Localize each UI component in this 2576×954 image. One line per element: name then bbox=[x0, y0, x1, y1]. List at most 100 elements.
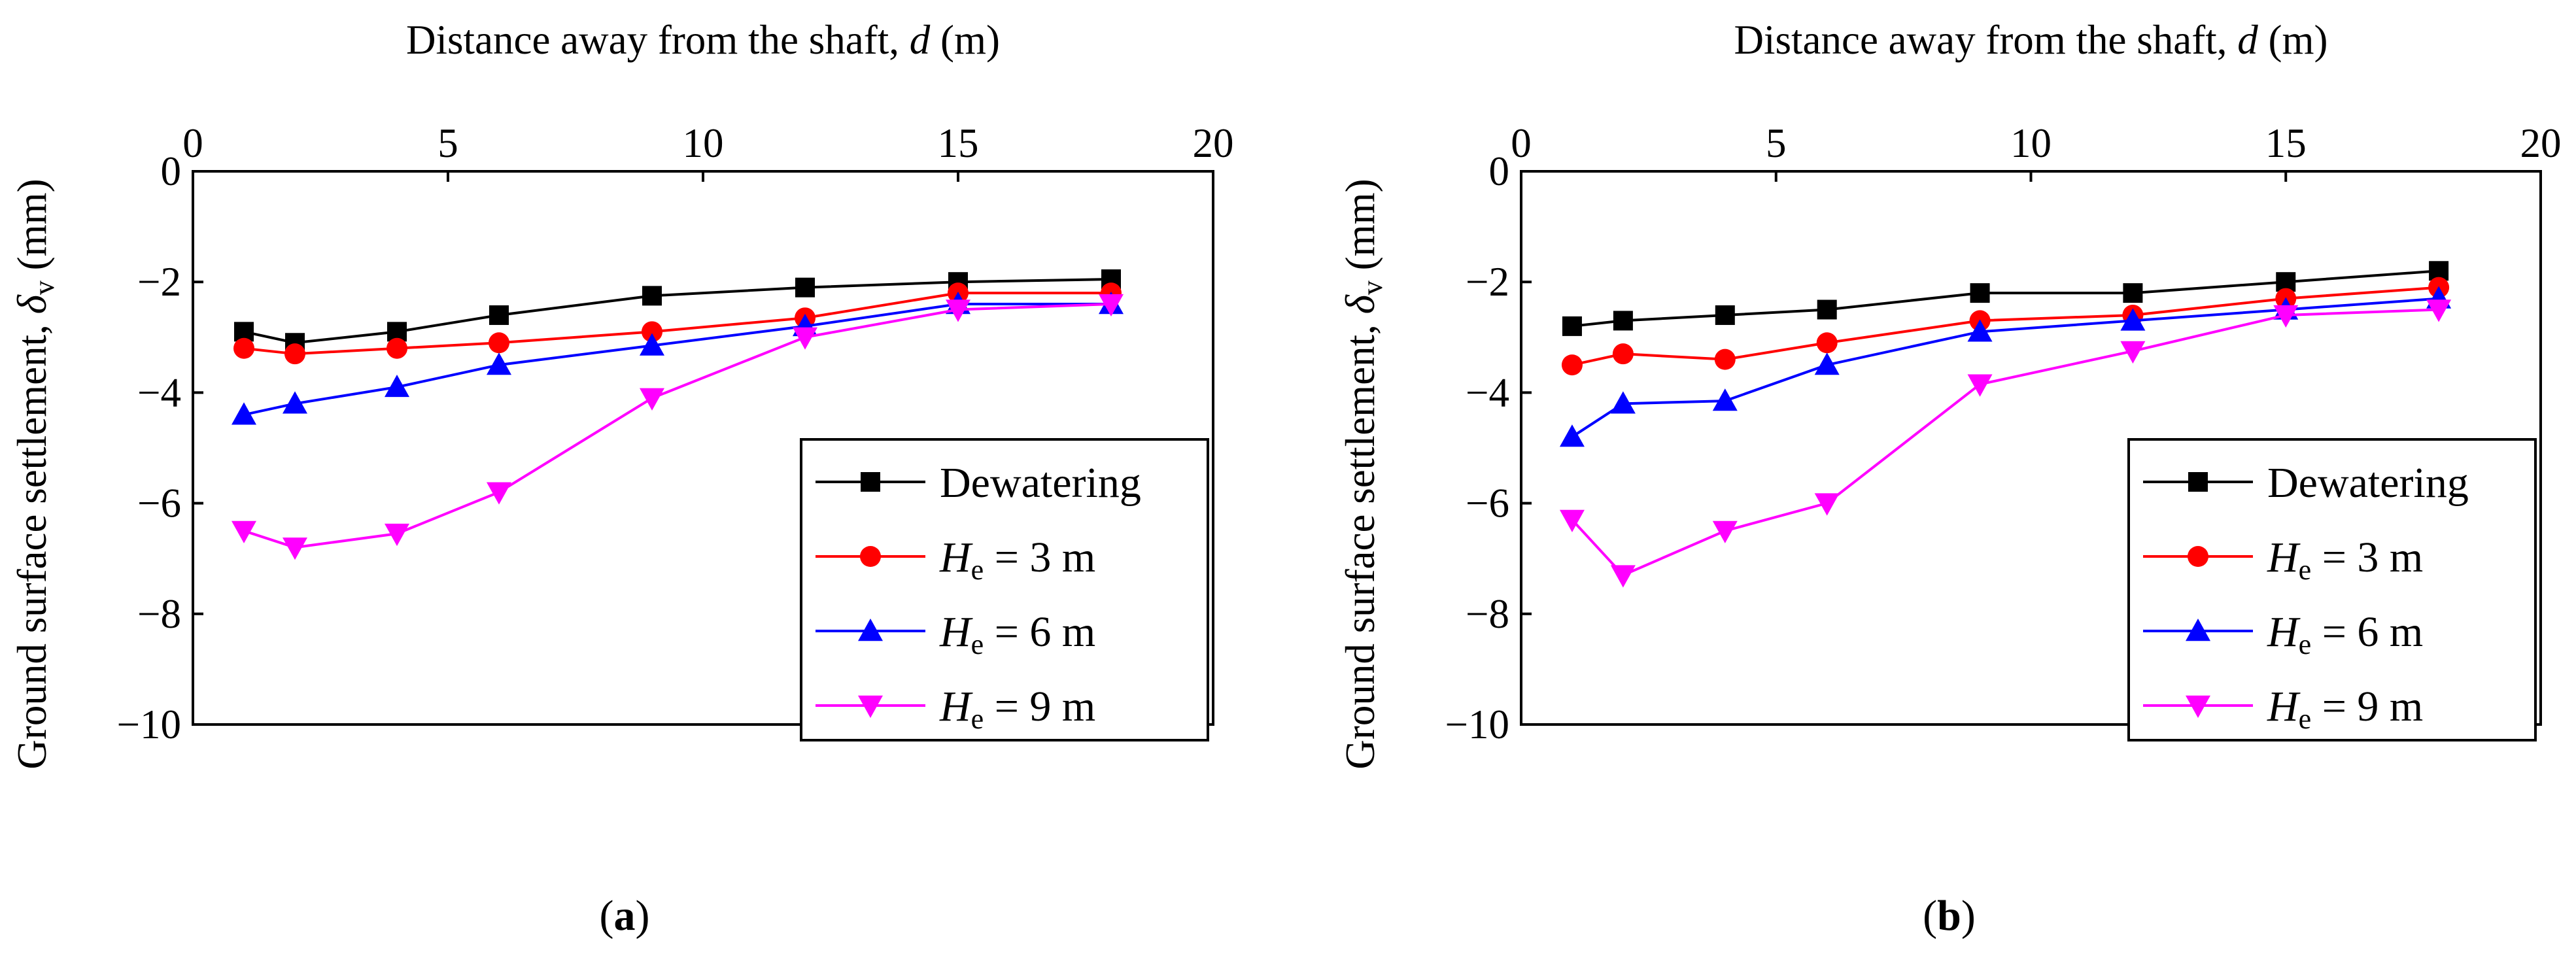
y-tick-label: −2 bbox=[137, 259, 181, 305]
legend-label-1: He = 3 m bbox=[939, 534, 1095, 586]
data-point bbox=[233, 337, 254, 359]
y-tick-label: −6 bbox=[137, 481, 181, 526]
series-line-1 bbox=[1571, 286, 2439, 367]
y-tick-label: −4 bbox=[1466, 369, 1509, 415]
series-line-0 bbox=[243, 277, 1112, 345]
legend-marker-0 bbox=[2188, 472, 2208, 492]
data-point bbox=[1561, 354, 1583, 376]
data-point bbox=[1816, 332, 1838, 354]
data-point bbox=[1970, 283, 1990, 303]
legend-label-2: He = 6 m bbox=[939, 608, 1095, 660]
legend-label-3: He = 9 m bbox=[2267, 683, 2423, 735]
data-point bbox=[1814, 493, 1840, 516]
panel-label: (a) bbox=[600, 892, 650, 940]
series-line-0 bbox=[1571, 269, 2439, 328]
data-point bbox=[795, 277, 815, 298]
series-line-2 bbox=[243, 303, 1111, 417]
data-point bbox=[793, 327, 817, 350]
x-tick-label: 15 bbox=[2265, 120, 2307, 166]
data-point bbox=[1712, 388, 1738, 411]
y-tick-label: −10 bbox=[1445, 702, 1509, 747]
y-tick-label: −2 bbox=[1466, 259, 1509, 305]
series-line-2 bbox=[1571, 297, 2439, 438]
y-tick-label: −10 bbox=[116, 702, 181, 747]
data-point bbox=[489, 332, 509, 354]
data-point bbox=[1967, 374, 1993, 397]
x-tick-label: 20 bbox=[1193, 120, 1234, 166]
x-tick-label: 10 bbox=[683, 120, 724, 166]
data-point bbox=[640, 333, 664, 356]
y-tick-label: −4 bbox=[137, 369, 181, 415]
data-point bbox=[283, 537, 307, 560]
legend-label-1: He = 3 m bbox=[2267, 534, 2423, 586]
data-point bbox=[1967, 319, 1993, 342]
data-point bbox=[2273, 305, 2299, 328]
data-point bbox=[284, 343, 305, 365]
y-tick-label: −6 bbox=[1466, 481, 1509, 526]
data-point bbox=[1814, 352, 1840, 375]
y-axis-title: Ground surface settlement, δv (mm) bbox=[1337, 179, 1388, 769]
data-point bbox=[232, 520, 256, 543]
series-line-1 bbox=[243, 292, 1111, 356]
x-tick-label: 5 bbox=[438, 120, 458, 166]
data-point bbox=[489, 305, 509, 325]
legend-marker-3 bbox=[2186, 695, 2210, 718]
legend-label-0: Dewatering bbox=[2267, 459, 2469, 507]
data-point bbox=[232, 402, 256, 425]
legend-marker-2 bbox=[2186, 619, 2210, 641]
data-point bbox=[946, 299, 970, 322]
y-tick-label: −8 bbox=[137, 591, 181, 637]
legend-marker-3 bbox=[858, 695, 883, 718]
data-point bbox=[642, 286, 662, 306]
data-point bbox=[283, 391, 307, 414]
legend-marker-2 bbox=[858, 619, 883, 641]
data-point bbox=[2120, 308, 2146, 331]
panel-a: 0 5 10 15 20 0 −2 −4 −6 −8 −10 Distance away from t… bbox=[9, 17, 1234, 940]
data-point bbox=[487, 482, 511, 505]
data-point bbox=[1712, 520, 1738, 543]
x-tick-label: 20 bbox=[2520, 120, 2562, 166]
data-point bbox=[1610, 391, 1636, 414]
data-point bbox=[2123, 283, 2143, 303]
legend-marker-1 bbox=[860, 546, 881, 567]
data-point bbox=[2120, 341, 2146, 364]
data-point bbox=[1715, 305, 1735, 325]
series-line-3 bbox=[1571, 308, 2439, 577]
x-tick-label: 0 bbox=[182, 120, 203, 166]
data-point bbox=[1559, 509, 1585, 532]
data-point bbox=[2426, 299, 2452, 322]
legend-label-2: He = 6 m bbox=[2267, 608, 2423, 660]
data-point bbox=[642, 321, 662, 343]
data-point bbox=[385, 523, 409, 547]
data-point bbox=[1559, 424, 1585, 447]
data-point bbox=[1099, 294, 1124, 317]
data-point bbox=[1817, 299, 1837, 320]
x-tick-label: 15 bbox=[938, 120, 979, 166]
data-point bbox=[385, 374, 409, 398]
y-tick-label: −8 bbox=[1466, 591, 1509, 637]
x-tick-label: 0 bbox=[1511, 120, 1532, 166]
data-point bbox=[640, 388, 664, 411]
legend-marker-0 bbox=[861, 472, 880, 492]
panel-label: (b) bbox=[1923, 892, 1976, 940]
data-point bbox=[1613, 311, 1633, 331]
data-point bbox=[1612, 343, 1634, 365]
x-tick-label: 5 bbox=[1766, 120, 1787, 166]
legend-label-0: Dewatering bbox=[940, 459, 1141, 507]
y-tick-label: 0 bbox=[1489, 148, 1510, 194]
x-axis-title: Distance away from the shaft, d (m) bbox=[406, 17, 1000, 63]
x-tick-label: 10 bbox=[2010, 120, 2052, 166]
legend-label-3: He = 9 m bbox=[939, 683, 1095, 735]
data-point bbox=[1610, 565, 1636, 588]
data-point bbox=[386, 337, 407, 359]
series-line-3 bbox=[243, 303, 1112, 549]
x-axis-title: Distance away from the shaft, d (m) bbox=[1734, 17, 2328, 63]
y-tick-label: 0 bbox=[161, 148, 182, 194]
legend-marker-1 bbox=[2188, 546, 2208, 567]
data-point bbox=[1562, 316, 1582, 336]
y-axis-title: Ground surface settlement, δv (mm) bbox=[9, 179, 60, 769]
data-point bbox=[1714, 349, 1736, 370]
panel-b: 0 5 10 15 20 0 −2 −4 −6 −8 −10 Distance away from t… bbox=[1337, 17, 2562, 940]
data-point bbox=[487, 352, 511, 375]
